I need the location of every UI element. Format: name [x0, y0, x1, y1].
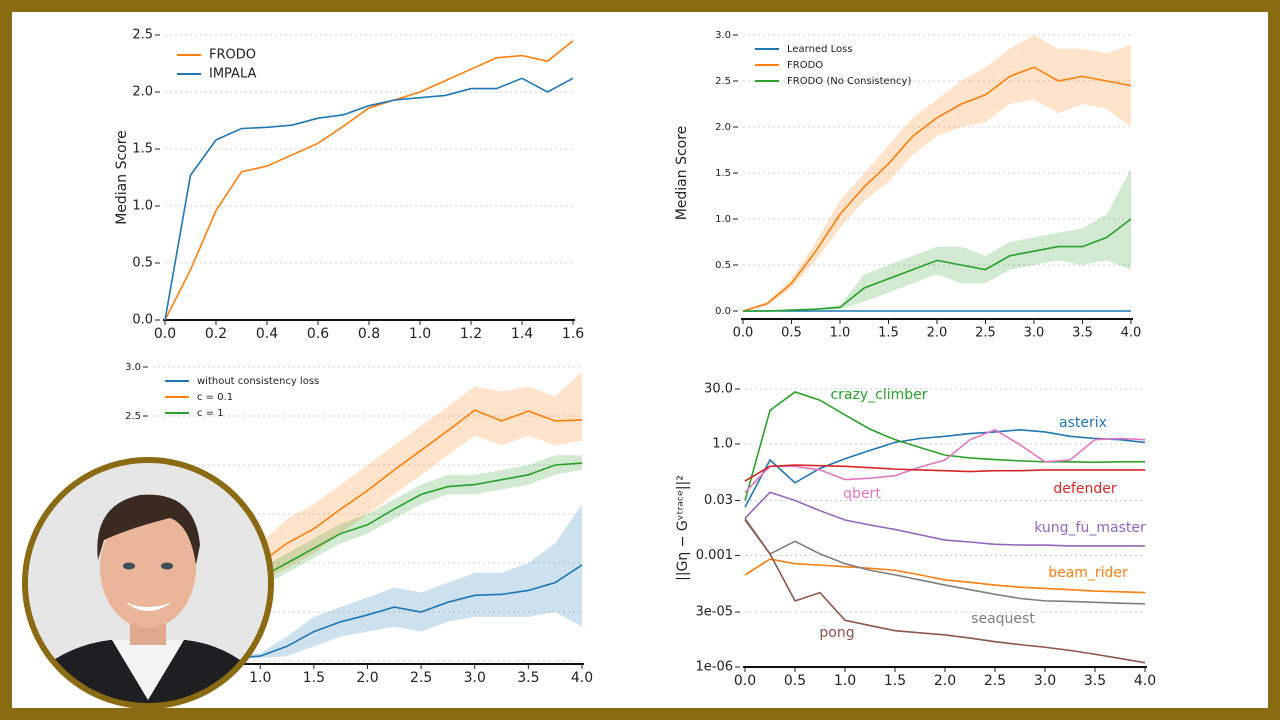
- series-label: kung_fu_master: [1034, 520, 1146, 536]
- y-tick-label: 0.03: [704, 493, 733, 508]
- y-tick-label: 2.0: [715, 122, 731, 133]
- y-tick-label: 2.5: [132, 28, 153, 43]
- band: [743, 35, 1131, 311]
- x-tick-label: 3.5: [1084, 673, 1106, 689]
- x-tick-label: 1.5: [884, 673, 906, 689]
- y-tick-label: 0.001: [696, 548, 733, 563]
- y-tick-label: 1e-06: [695, 660, 733, 675]
- x-tick-label: 2.5: [410, 670, 432, 686]
- x-tick-label: 1.0: [830, 326, 851, 341]
- series-line: [744, 428, 1146, 493]
- x-tick-label: 3.0: [464, 670, 486, 686]
- portrait-ring: [22, 457, 274, 709]
- x-tick-label: 1.5: [878, 326, 899, 341]
- x-tick-label: 4.0: [571, 670, 593, 686]
- y-tick-label: 3.0: [125, 362, 141, 373]
- x-tick-label: 3.0: [1024, 326, 1045, 341]
- y-axis-label: ||Gη − Gᵛᵗʳᵃᶜᵉ||²: [675, 475, 691, 581]
- x-tick-label: 3.5: [517, 670, 539, 686]
- y-tick-label: 0.5: [715, 260, 731, 271]
- legend-label: without consistency loss: [197, 376, 319, 387]
- x-tick-label: 1.6: [562, 326, 584, 342]
- x-tick-label: 1.0: [249, 670, 271, 686]
- x-tick-label: 0.2: [205, 326, 227, 342]
- series-line: [743, 218, 1132, 312]
- x-tick-label: 1.0: [409, 326, 431, 342]
- x-tick-label: 0.0: [734, 673, 756, 689]
- legend-label: FRODO: [209, 48, 256, 63]
- x-tick-label: 2.5: [984, 673, 1006, 689]
- series-label: qbert: [843, 486, 881, 502]
- y-tick-label: 1.0: [132, 199, 153, 214]
- legend-label: c = 1: [197, 408, 224, 419]
- x-tick-label: 0.0: [733, 326, 754, 341]
- legend-label: c = 0.1: [197, 392, 233, 403]
- y-tick-label: 2.5: [125, 411, 141, 422]
- series-line: [744, 519, 1146, 664]
- series-label: beam_rider: [1048, 565, 1128, 581]
- x-tick-label: 3.0: [1034, 673, 1056, 689]
- y-tick-label: 1.0: [715, 214, 731, 225]
- band: [743, 168, 1131, 311]
- x-tick-label: 1.4: [511, 326, 533, 342]
- x-tick-label: 0.6: [307, 326, 329, 342]
- legend-label: IMPALA: [209, 67, 256, 82]
- series-line: [164, 40, 574, 321]
- y-axis-label: Median Score: [114, 130, 130, 225]
- series-label: defender: [1053, 481, 1116, 497]
- band: [153, 504, 582, 661]
- y-tick-label: 30.0: [704, 382, 733, 397]
- y-tick-label: 1.5: [132, 142, 153, 157]
- y-tick-label: 0.0: [132, 313, 153, 328]
- x-tick-label: 0.8: [358, 326, 380, 342]
- y-tick-label: 0.5: [132, 256, 153, 271]
- x-tick-label: 2.5: [975, 326, 996, 341]
- y-tick-label: 3.0: [715, 30, 731, 41]
- y-axis-label: Median Score: [674, 126, 690, 221]
- series-line: [744, 464, 1145, 482]
- x-tick-label: 2.0: [927, 326, 948, 341]
- series-line: [744, 517, 1146, 605]
- x-tick-label: 3.5: [1072, 326, 1093, 341]
- x-tick-label: 1.2: [460, 326, 482, 342]
- series-label: seaquest: [971, 611, 1035, 627]
- legend-label: FRODO: [787, 60, 823, 71]
- series-line: [742, 66, 1132, 312]
- x-tick-label: 4.0: [1134, 673, 1156, 689]
- series-label: crazy_climber: [830, 387, 927, 403]
- series-line: [744, 558, 1146, 594]
- series-line: [164, 77, 574, 321]
- x-tick-label: 0.0: [154, 326, 176, 342]
- legend-label: Learned Loss: [787, 44, 853, 55]
- x-tick-label: 1.0: [834, 673, 856, 689]
- y-tick-label: 2.0: [132, 85, 153, 100]
- y-tick-label: 1.5: [715, 168, 731, 179]
- series-line: [744, 491, 1145, 547]
- y-tick-label: 2.5: [715, 76, 731, 87]
- x-tick-label: 1.5: [303, 670, 325, 686]
- y-tick-label: 3e-05: [695, 605, 733, 620]
- x-tick-label: 4.0: [1121, 326, 1142, 341]
- x-tick-label: 0.5: [784, 673, 806, 689]
- x-tick-label: 2.0: [356, 670, 378, 686]
- series-line: [744, 391, 1145, 501]
- y-tick-label: 0.0: [715, 306, 731, 317]
- x-tick-label: 2.0: [934, 673, 956, 689]
- series-label: asterix: [1059, 415, 1107, 431]
- x-tick-label: 0.5: [781, 326, 802, 341]
- y-tick-label: 1.0: [712, 436, 733, 451]
- series-line: [744, 428, 1146, 508]
- x-tick-label: 0.4: [256, 326, 278, 342]
- series-label: pong: [819, 625, 854, 641]
- legend-label: FRODO (No Consistency): [787, 76, 911, 87]
